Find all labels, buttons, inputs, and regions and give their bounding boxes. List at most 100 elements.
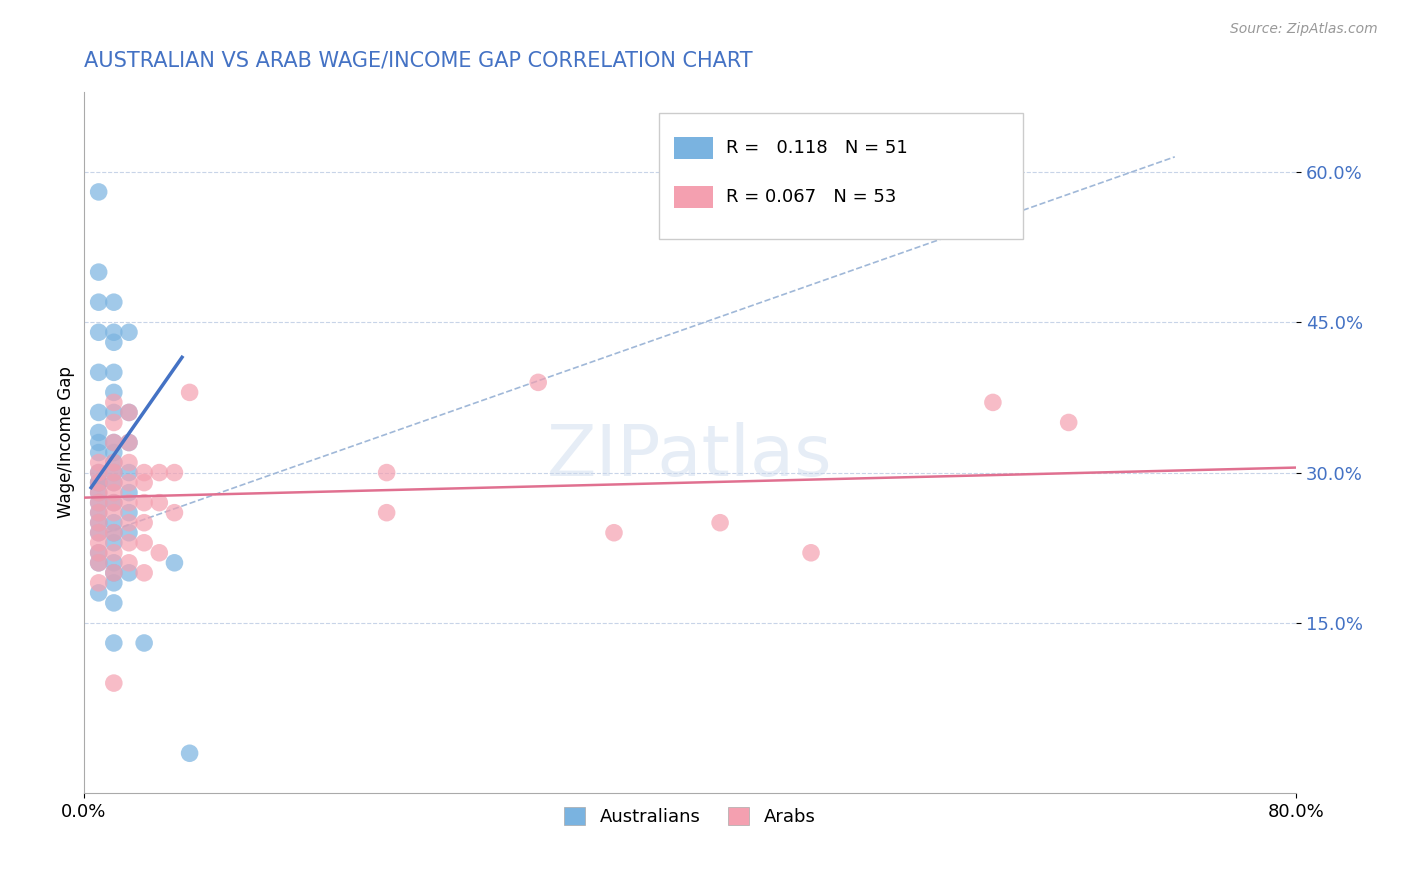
Point bbox=[103, 466, 125, 480]
Point bbox=[87, 485, 110, 500]
Point bbox=[118, 475, 141, 490]
Point bbox=[87, 525, 110, 540]
Point bbox=[118, 405, 141, 419]
Point bbox=[134, 516, 156, 530]
Point bbox=[134, 636, 156, 650]
Point bbox=[1057, 416, 1080, 430]
Point bbox=[87, 425, 110, 440]
Point bbox=[87, 325, 110, 339]
Point bbox=[118, 485, 141, 500]
Point bbox=[103, 525, 125, 540]
Y-axis label: Wage/Income Gap: Wage/Income Gap bbox=[58, 367, 75, 518]
Point bbox=[134, 496, 156, 510]
Point bbox=[134, 566, 156, 580]
Point bbox=[118, 516, 141, 530]
Point bbox=[179, 385, 201, 400]
Point bbox=[87, 556, 110, 570]
Point bbox=[118, 556, 141, 570]
Point bbox=[103, 466, 125, 480]
Point bbox=[148, 496, 170, 510]
Point bbox=[87, 185, 110, 199]
Point bbox=[87, 556, 110, 570]
Point bbox=[87, 365, 110, 379]
Point bbox=[375, 466, 398, 480]
Point bbox=[118, 435, 141, 450]
Point bbox=[118, 506, 141, 520]
Point bbox=[103, 295, 125, 310]
Point bbox=[103, 556, 125, 570]
Point bbox=[118, 496, 141, 510]
Point bbox=[103, 395, 125, 409]
Point bbox=[981, 395, 1004, 409]
Point bbox=[179, 746, 201, 760]
Point bbox=[87, 506, 110, 520]
Point bbox=[118, 435, 141, 450]
FancyBboxPatch shape bbox=[659, 112, 1024, 239]
Point bbox=[103, 676, 125, 690]
Point bbox=[103, 325, 125, 339]
Point bbox=[87, 496, 110, 510]
Point bbox=[87, 405, 110, 419]
Point bbox=[87, 496, 110, 510]
Point bbox=[103, 456, 125, 470]
Point bbox=[103, 516, 125, 530]
Point bbox=[103, 435, 125, 450]
Point bbox=[87, 575, 110, 590]
Point bbox=[103, 566, 125, 580]
Point bbox=[118, 325, 141, 339]
Point bbox=[103, 365, 125, 379]
Point bbox=[87, 485, 110, 500]
Point bbox=[118, 525, 141, 540]
Point bbox=[87, 445, 110, 459]
Point bbox=[87, 506, 110, 520]
Point bbox=[103, 566, 125, 580]
Point bbox=[103, 475, 125, 490]
Point bbox=[103, 475, 125, 490]
Point bbox=[87, 586, 110, 600]
Point bbox=[163, 506, 186, 520]
Point bbox=[103, 416, 125, 430]
Point bbox=[163, 466, 186, 480]
Point bbox=[118, 405, 141, 419]
Point bbox=[118, 535, 141, 549]
Point bbox=[103, 485, 125, 500]
Point bbox=[800, 546, 823, 560]
Point bbox=[103, 506, 125, 520]
Point bbox=[134, 466, 156, 480]
Point bbox=[87, 546, 110, 560]
Point bbox=[709, 516, 731, 530]
Point bbox=[103, 535, 125, 549]
Point bbox=[87, 535, 110, 549]
FancyBboxPatch shape bbox=[673, 136, 713, 159]
Point bbox=[134, 535, 156, 549]
Point bbox=[103, 546, 125, 560]
Point bbox=[527, 376, 550, 390]
Text: ZIPatlas: ZIPatlas bbox=[547, 422, 832, 491]
Point bbox=[103, 496, 125, 510]
Point bbox=[87, 295, 110, 310]
Point bbox=[134, 475, 156, 490]
Point bbox=[103, 435, 125, 450]
Text: Source: ZipAtlas.com: Source: ZipAtlas.com bbox=[1230, 22, 1378, 37]
Legend: Australians, Arabs: Australians, Arabs bbox=[557, 799, 823, 833]
Point bbox=[87, 516, 110, 530]
Text: R = 0.067   N = 53: R = 0.067 N = 53 bbox=[725, 188, 897, 206]
Point bbox=[87, 475, 110, 490]
Point bbox=[163, 556, 186, 570]
Point bbox=[118, 466, 141, 480]
Point bbox=[87, 475, 110, 490]
FancyBboxPatch shape bbox=[673, 186, 713, 208]
Point bbox=[375, 506, 398, 520]
Point bbox=[103, 405, 125, 419]
Point bbox=[103, 456, 125, 470]
Point bbox=[87, 435, 110, 450]
Point bbox=[103, 525, 125, 540]
Text: R =   0.118   N = 51: R = 0.118 N = 51 bbox=[725, 139, 908, 157]
Point bbox=[103, 496, 125, 510]
Point bbox=[103, 636, 125, 650]
Point bbox=[118, 566, 141, 580]
Point bbox=[87, 265, 110, 279]
Point bbox=[148, 466, 170, 480]
Point bbox=[103, 335, 125, 350]
Point bbox=[87, 546, 110, 560]
